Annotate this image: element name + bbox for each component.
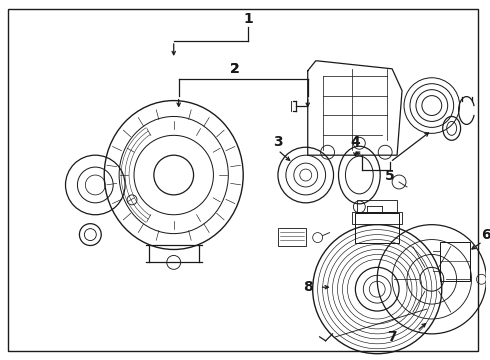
Text: 1: 1: [244, 12, 253, 26]
Text: 3: 3: [273, 135, 283, 149]
Text: 8: 8: [303, 280, 313, 294]
Text: 4: 4: [350, 135, 360, 149]
Text: 6: 6: [482, 228, 490, 242]
Bar: [440, 242, 469, 281]
Text: 2: 2: [229, 62, 239, 76]
Bar: [352, 212, 402, 224]
Text: 2: 2: [229, 62, 239, 76]
Bar: [355, 213, 399, 243]
Bar: [357, 200, 397, 212]
Bar: [278, 228, 306, 246]
Text: 5: 5: [385, 169, 395, 183]
Text: 7: 7: [387, 330, 397, 344]
